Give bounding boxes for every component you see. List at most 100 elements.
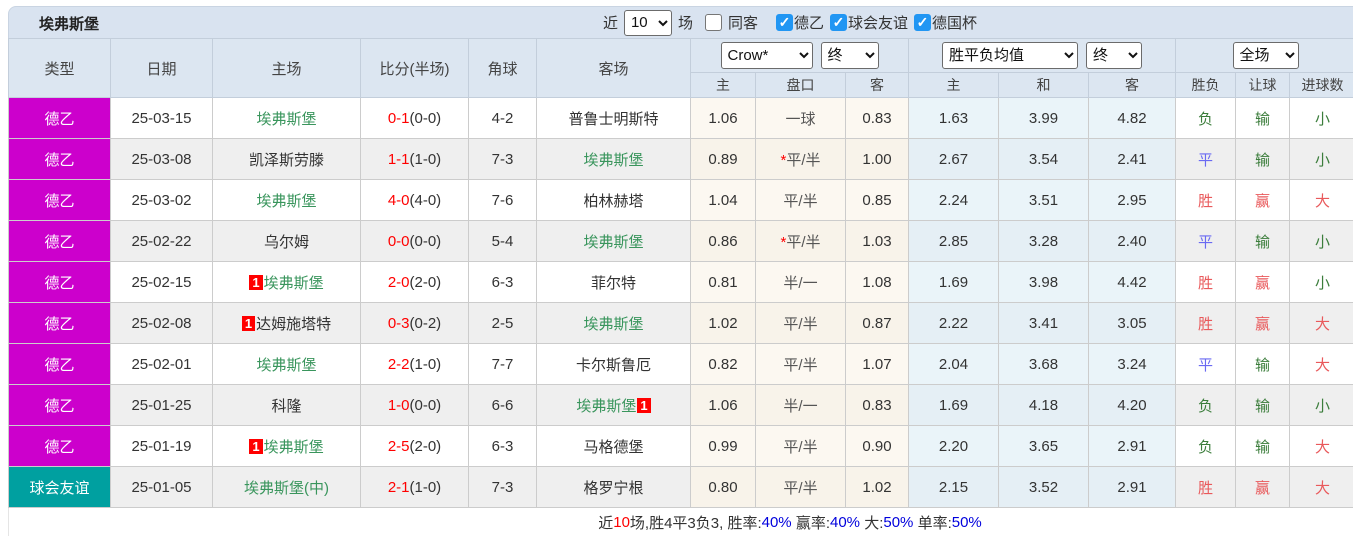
halftime-score: (0-2)	[410, 315, 442, 332]
avg-odds-select[interactable]: 胜平负均值	[942, 42, 1078, 69]
filter-item-league: 德乙	[776, 12, 824, 33]
avg-home-odds: 2.24	[909, 180, 999, 221]
home-team-name: 埃弗斯堡	[264, 439, 324, 456]
halftime-score: (4-0)	[410, 192, 442, 209]
corner-cell: 7-3	[469, 139, 537, 180]
handicap-home-odds: 0.99	[691, 426, 756, 467]
summary-segment: 赢率:	[792, 512, 830, 533]
cup-filter-checkbox[interactable]	[914, 14, 931, 31]
home-team[interactable]: 埃弗斯堡	[213, 98, 361, 139]
away-team-name: 埃弗斯堡	[583, 316, 643, 333]
home-team[interactable]: 埃弗斯堡	[213, 344, 361, 385]
handicap-away-odds: 1.00	[846, 139, 909, 180]
away-team[interactable]: 埃弗斯堡	[537, 139, 691, 180]
fulltime-score: 0-3	[388, 315, 410, 332]
home-team-name: 达姆施塔特	[256, 316, 331, 333]
result-handicap: 输	[1236, 385, 1290, 426]
league-badge: 德乙	[44, 275, 74, 292]
home-team[interactable]: 埃弗斯堡(中)	[213, 467, 361, 508]
home-team[interactable]: 乌尔姆	[213, 221, 361, 262]
away-team[interactable]: 柏林赫塔	[537, 180, 691, 221]
result-handicap: 输	[1236, 221, 1290, 262]
handicap-away-odds: 1.02	[846, 467, 909, 508]
handicap-home-odds: 1.04	[691, 180, 756, 221]
result-wdl: 负	[1176, 385, 1236, 426]
handicap-line: 平/半	[756, 426, 846, 467]
result-wdl: 平	[1176, 139, 1236, 180]
corner-cell: 6-6	[469, 385, 537, 426]
away-team[interactable]: 马格德堡	[537, 426, 691, 467]
result-wdl: 胜	[1176, 180, 1236, 221]
handicap-line: 半/一	[756, 385, 846, 426]
match-date: 25-03-02	[111, 180, 213, 221]
league-badge: 德乙	[44, 357, 74, 374]
bookmaker-state-select[interactable]: 终	[821, 42, 879, 69]
handicap-home-odds: 1.02	[691, 303, 756, 344]
summary-segment: 场,胜4平3负3, 胜率:	[630, 512, 762, 533]
halftime-score: (1-0)	[410, 151, 442, 168]
league-badge: 德乙	[44, 193, 74, 210]
away-team-name: 埃弗斯堡	[583, 152, 643, 169]
avg-home-odds: 1.69	[909, 262, 999, 303]
rank-badge: 1	[249, 439, 262, 454]
scope-select[interactable]: 全场	[1233, 42, 1299, 69]
avg-away-odds: 2.91	[1089, 426, 1176, 467]
handicap-home-odds: 0.89	[691, 139, 756, 180]
handicap-home-odds: 1.06	[691, 98, 756, 139]
away-team[interactable]: 卡尔斯鲁厄	[537, 344, 691, 385]
fulltime-score: 2-1	[388, 479, 410, 496]
handicap-line: *平/半	[756, 139, 846, 180]
same-away-checkbox[interactable]	[705, 14, 722, 31]
handicap-away-odds: 1.03	[846, 221, 909, 262]
subcol-avg-away: 客	[1089, 73, 1176, 98]
summary-segment: 40%	[762, 514, 792, 531]
result-goals: 小	[1290, 98, 1353, 139]
subcol-handicap-away: 客	[846, 73, 909, 98]
away-team[interactable]: 菲尔特	[537, 262, 691, 303]
col-header-score: 比分(半场)	[361, 39, 469, 98]
home-team[interactable]: 凯泽斯劳滕	[213, 139, 361, 180]
rank-badge: 1	[249, 275, 262, 290]
home-team[interactable]: 科隆	[213, 385, 361, 426]
summary-segment: 近	[598, 512, 613, 533]
league-badge: 德乙	[44, 234, 74, 251]
fulltime-score: 2-2	[388, 356, 410, 373]
league-filter-checkbox[interactable]	[776, 14, 793, 31]
result-goals: 小	[1290, 262, 1353, 303]
away-team-name: 格罗宁根	[583, 480, 643, 497]
match-table-body: 德乙 25-03-15 埃弗斯堡 0-1(0-0) 4-2 普鲁士明斯特 1.0…	[9, 98, 1353, 508]
home-team[interactable]: 埃弗斯堡	[213, 180, 361, 221]
result-goals: 小	[1290, 139, 1353, 180]
handicap-home-odds: 0.81	[691, 262, 756, 303]
avg-home-odds: 2.04	[909, 344, 999, 385]
halftime-score: (1-0)	[410, 356, 442, 373]
away-team[interactable]: 格罗宁根	[537, 467, 691, 508]
avg-home-odds: 2.67	[909, 139, 999, 180]
col-header-away: 客场	[537, 39, 691, 98]
home-team-name: 乌尔姆	[264, 234, 309, 251]
result-wdl: 负	[1176, 426, 1236, 467]
away-team[interactable]: 埃弗斯堡	[537, 303, 691, 344]
avg-state-select[interactable]: 终	[1086, 42, 1142, 69]
avg-away-odds: 3.05	[1089, 303, 1176, 344]
match-history-table: 类型 日期 主场 比分(半场) 角球 客场 Crow* 终	[8, 38, 1353, 508]
table-row: 德乙 25-02-01 埃弗斯堡 2-2(1-0) 7-7 卡尔斯鲁厄 0.82…	[9, 344, 1353, 385]
fulltime-score: 2-5	[388, 438, 410, 455]
handicap-group-header: Crow* 终	[691, 39, 909, 73]
subcol-avg-home: 主	[909, 73, 999, 98]
recent-count-select[interactable]: 10	[624, 10, 672, 36]
avg-draw-odds: 3.54	[999, 139, 1089, 180]
score-cell: 2-0(2-0)	[361, 262, 469, 303]
friendly-filter-checkbox[interactable]	[830, 14, 847, 31]
result-goals: 大	[1290, 426, 1353, 467]
avg-away-odds: 2.41	[1089, 139, 1176, 180]
away-team[interactable]: 埃弗斯堡	[537, 221, 691, 262]
bookmaker-select[interactable]: Crow*	[721, 42, 813, 69]
away-team[interactable]: 普鲁士明斯特	[537, 98, 691, 139]
rank-badge: 1	[637, 398, 650, 413]
